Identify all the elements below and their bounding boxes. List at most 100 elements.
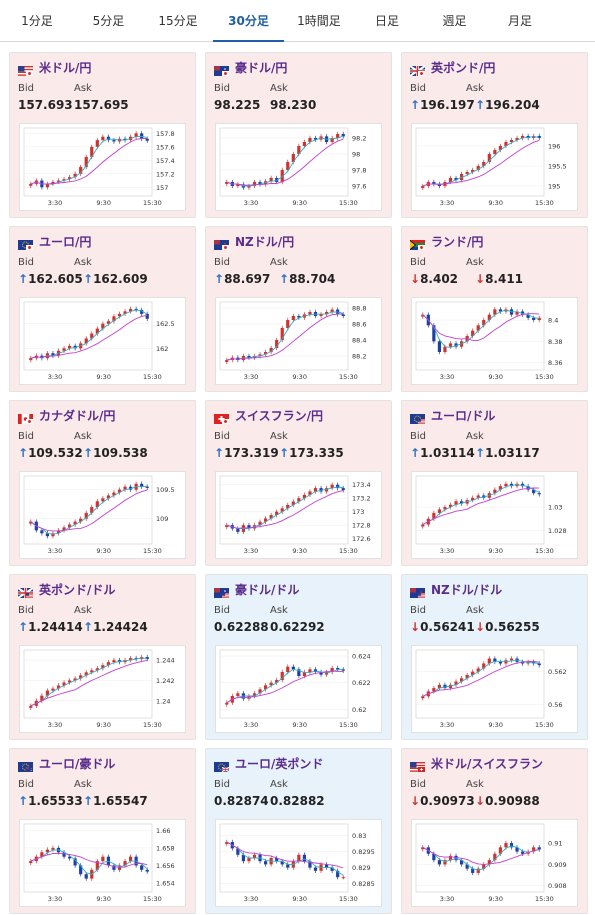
rate-card[interactable]: 豪ドル/ドル Bid Ask 0.62288 0.62292 0.624 0.622 0.62… (205, 574, 392, 740)
ask-label: Ask (466, 83, 484, 94)
candlestick-chart[interactable]: 0.562 0.56 3:30 9:30 15:30 (411, 645, 578, 733)
ask-value: 0.62292 (270, 620, 325, 634)
candle-down (537, 847, 541, 850)
candlestick-chart[interactable]: 0.624 0.622 0.62 3:30 9:30 15:30 (215, 645, 382, 733)
arrow-up-icon: ↑ (475, 98, 486, 112)
pair-title[interactable]: 英ポンド/ドル (18, 581, 115, 599)
candlestick-chart[interactable]: 8.4 8.38 8.36 3:30 9:30 15:30 (411, 297, 578, 385)
candle-up (330, 668, 334, 672)
pair-title[interactable]: NZドル/円 (214, 233, 294, 251)
pair-title[interactable]: 英ポンド/円 (410, 59, 495, 77)
plot-frame (219, 649, 349, 719)
pair-title[interactable]: ユーロ/英ポンド (214, 755, 323, 773)
candle-up (67, 680, 72, 683)
rate-card[interactable]: スイスフラン/円 Bid Ask ↑173.319 ↑173.335 173.4 173.2… (205, 400, 392, 566)
candlestick-chart[interactable]: 173.4 173.2 173 172.8 172.6 3:30 9:30 15:30 (215, 471, 382, 559)
candle-up (225, 182, 229, 184)
candle-up (51, 181, 55, 184)
rate-card[interactable]: 米ドル/スイスフラン Bid Ask ↓0.90973 ↓0.90988 0.91 0.90… (401, 748, 588, 914)
chart-svg: 0.562 0.56 3:30 9:30 15:30 (415, 649, 567, 729)
candle-down (437, 860, 442, 865)
pair-title[interactable]: スイスフラン/円 (214, 407, 323, 425)
x-tick-label: 3:30 (244, 721, 259, 729)
candle-up (493, 150, 497, 154)
arrow-up-icon: ↑ (83, 794, 94, 808)
bid-label: Bid (410, 257, 426, 268)
candlestick-chart[interactable]: 98.2 98 97.8 97.6 3:30 9:30 15:30 (215, 123, 382, 211)
rate-card[interactable]: ランド/円 Bid Ask ↓8.402 ↓8.411 8.4 8.38 8.36 3:30 9:… (401, 226, 588, 392)
rate-card[interactable]: 英ポンド/ドル Bid Ask ↑1.24414 ↑1.24424 1.244 1.242 1… (9, 574, 196, 740)
candle-down (526, 486, 530, 490)
tab-3[interactable]: 30分足 (213, 0, 284, 42)
candlestick-chart[interactable]: 109.5 109 3:30 9:30 15:30 (19, 471, 186, 559)
plot-frame (415, 127, 545, 197)
rate-card[interactable]: ユーロ/豪ドル Bid Ask ↑1.65533 ↑1.65547 1.66 1.658 1.… (9, 748, 196, 914)
rate-card[interactable]: カナダドル/円 Bid Ask ↑109.532 ↑109.538 109.5 109 3:3… (9, 400, 196, 566)
pair-title[interactable]: ユーロ/豪ドル (18, 755, 115, 773)
tab-2[interactable]: 15分足 (158, 14, 198, 28)
candlestick-chart[interactable]: 0.83 0.8295 0.829 0.8285 3:30 9:30 15:30 (215, 819, 382, 907)
pair-title[interactable]: 豪ドル/円 (214, 59, 287, 77)
rate-card[interactable]: ユーロ/円 Bid Ask ↑162.605 ↑162.609 162.5 162 3:30 9… (9, 226, 196, 392)
candle-up (29, 358, 33, 361)
ask-label: Ask (270, 779, 288, 790)
rate-card[interactable]: NZドル/ドル Bid Ask ↓0.56241 ↓0.56255 0.562 0.56 3:… (401, 574, 588, 740)
candle-up (95, 328, 99, 334)
rate-card[interactable]: NZドル/円 Bid Ask ↑88.697 ↑88.704 88.8 88.6 88.4 88… (205, 226, 392, 392)
candlestick-chart[interactable]: 1.244 1.242 1.24 3:30 9:30 15:30 (19, 645, 186, 733)
rate-card[interactable]: 米ドル/円 Bid Ask 157.693 157.695 157.8 157.6 157.4… (9, 52, 196, 218)
candle-up (275, 340, 279, 348)
tab-5[interactable]: 日足 (374, 14, 399, 28)
tab-7[interactable]: 月足 (507, 14, 532, 28)
candle-up (95, 668, 99, 671)
plot-frame (23, 475, 153, 545)
candle-up (482, 663, 486, 669)
rate-card[interactable]: 英ポンド/円 Bid Ask ↑196.197 ↑196.204 196 195.5 195 3… (401, 52, 588, 218)
candle-up (515, 138, 519, 140)
ask-label: Ask (270, 83, 288, 94)
bid-label: Bid (214, 605, 230, 616)
rate-card[interactable]: ユーロ/ドル Bid Ask ↑1.03114 ↑1.03117 1.03 1.028 3:3… (401, 400, 588, 566)
bid-value: ↑1.03114 (410, 446, 475, 460)
candlestick-chart[interactable]: 1.03 1.028 3:30 9:30 15:30 (411, 471, 578, 559)
x-tick-label: 9:30 (488, 547, 503, 555)
rate-card[interactable]: ユーロ/英ポンド Bid Ask 0.82874 0.82882 0.83 0.8295 0.… (205, 748, 392, 914)
candlestick-chart[interactable]: 157.8 157.6 157.4 157.2 157 3:30 9:30 15:30 (19, 123, 186, 211)
arrow-up-icon: ↑ (475, 446, 486, 460)
pair-title[interactable]: カナダドル/円 (18, 407, 115, 425)
candlestick-chart[interactable]: 0.91 0.909 0.908 3:30 9:30 15:30 (411, 819, 578, 907)
y-tick-label: 8.4 (548, 317, 558, 325)
ma-long-line (422, 661, 540, 697)
pair-title[interactable]: ユーロ/円 (18, 233, 91, 251)
pair-title[interactable]: ランド/円 (410, 233, 483, 251)
y-tick-label: 172.8 (352, 522, 371, 530)
pair-title[interactable]: NZドル/ドル (410, 581, 502, 599)
candle-down (140, 865, 144, 870)
tab-4[interactable]: 1時間足 (297, 14, 341, 28)
y-tick-label: 195.5 (548, 163, 567, 171)
candlestick-chart[interactable]: 1.66 1.658 1.656 1.654 3:30 9:30 15:30 (19, 819, 186, 907)
pair-title[interactable]: 豪ドル/ドル (214, 581, 299, 599)
candle-up (112, 660, 116, 663)
y-tick-label: 0.562 (548, 668, 567, 676)
tab-1[interactable]: 5分足 (92, 14, 125, 28)
candle-up (269, 348, 273, 352)
candle-up (471, 170, 475, 172)
pair-title[interactable]: 米ドル/スイスフラン (410, 755, 543, 773)
rate-card[interactable]: 豪ドル/円 Bid Ask 98.225 98.230 98.2 98 97.8 97.6 3:3… (205, 52, 392, 218)
ask-text: 1.03117 (485, 446, 540, 460)
candlestick-chart[interactable]: 88.8 88.6 88.4 88.2 3:30 9:30 15:30 (215, 297, 382, 385)
tab-0[interactable]: 1分足 (21, 14, 53, 28)
y-tick-label: 157.6 (156, 143, 175, 151)
candlestick-chart[interactable]: 162.5 162 3:30 9:30 15:30 (19, 297, 186, 385)
tab-6[interactable]: 週足 (442, 14, 467, 28)
ma-short-line (30, 849, 148, 875)
x-tick-label: 3:30 (244, 547, 259, 555)
pair-title[interactable]: 米ドル/円 (18, 59, 91, 77)
ma-short-line (30, 309, 148, 359)
ma-short-line (422, 309, 540, 348)
chart-svg: 1.66 1.658 1.656 1.654 3:30 9:30 15:30 (23, 823, 175, 903)
candle-down (437, 341, 442, 352)
pair-title[interactable]: ユーロ/ドル (410, 407, 495, 425)
candlestick-chart[interactable]: 196 195.5 195 3:30 9:30 15:30 (411, 123, 578, 211)
